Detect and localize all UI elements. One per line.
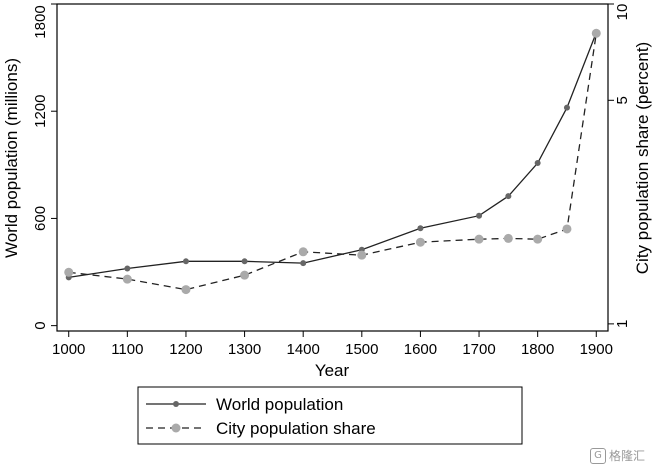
data-point: [300, 260, 307, 267]
y-left-tick-label: 1800: [32, 5, 49, 38]
legend-label: City population share: [216, 419, 376, 438]
x-axis-title: Year: [315, 361, 350, 380]
x-tick-label: 1600: [404, 341, 437, 358]
data-point: [505, 193, 512, 200]
x-tick-label: 1400: [287, 341, 320, 358]
plot-frame: [56, 3, 609, 332]
data-point: [241, 258, 248, 265]
y-left-tick-label: 1200: [32, 95, 49, 128]
series-line-world-population: [68, 32, 597, 279]
data-point: [503, 233, 513, 243]
watermark-text: 格隆汇: [608, 449, 645, 463]
series-layer: [64, 28, 601, 295]
data-point: [240, 270, 250, 280]
data-point: [476, 212, 483, 219]
data-point: [124, 265, 131, 272]
legend-box: [137, 386, 523, 445]
y-left-tick-label: 0: [32, 321, 49, 329]
data-point: [533, 234, 543, 244]
data-point: [298, 247, 308, 257]
data-point: [181, 285, 191, 295]
data-point: [64, 267, 74, 277]
x-tick-label: 1200: [169, 341, 202, 358]
y-left-tick-label: 600: [32, 206, 49, 231]
data-point: [563, 104, 570, 111]
data-point: [591, 28, 601, 38]
x-axis: 1000 1100 1200 1300 1400 1500 1600 1700 1800 1900: [52, 331, 613, 358]
data-point: [122, 274, 132, 284]
legend-label: World population: [216, 395, 343, 414]
watermark-logo: G: [589, 447, 606, 464]
y-axis-left-title: World population (millions): [2, 58, 21, 258]
x-tick-label: 1500: [345, 341, 378, 358]
legend: World population City population share: [137, 386, 523, 445]
legend-marker: [171, 423, 181, 433]
legend-marker: [173, 401, 179, 407]
data-point: [357, 250, 367, 260]
x-tick-label: 1000: [52, 341, 85, 358]
y-right-tick-label: 1: [614, 320, 631, 328]
data-point: [415, 237, 425, 247]
x-tick-label: 1100: [111, 341, 143, 358]
data-point: [534, 160, 541, 167]
y-axis-right-title: City population share (percent): [633, 42, 652, 274]
watermark: G 格隆汇: [589, 447, 645, 464]
data-point: [417, 225, 424, 232]
y-right-tick-label: 10: [614, 4, 631, 21]
x-tick-label: 1800: [521, 341, 554, 358]
x-tick-label: 1900: [580, 341, 613, 358]
series-line-city-share: [68, 33, 597, 291]
data-point: [182, 258, 189, 265]
x-tick-label: 1300: [228, 341, 261, 358]
x-tick-label: 1700: [462, 341, 495, 358]
data-point: [474, 234, 484, 244]
data-point: [562, 224, 572, 234]
y-right-tick-label: 5: [614, 96, 631, 104]
y-axis-left: 0 600 1200 1800: [32, 3, 57, 330]
